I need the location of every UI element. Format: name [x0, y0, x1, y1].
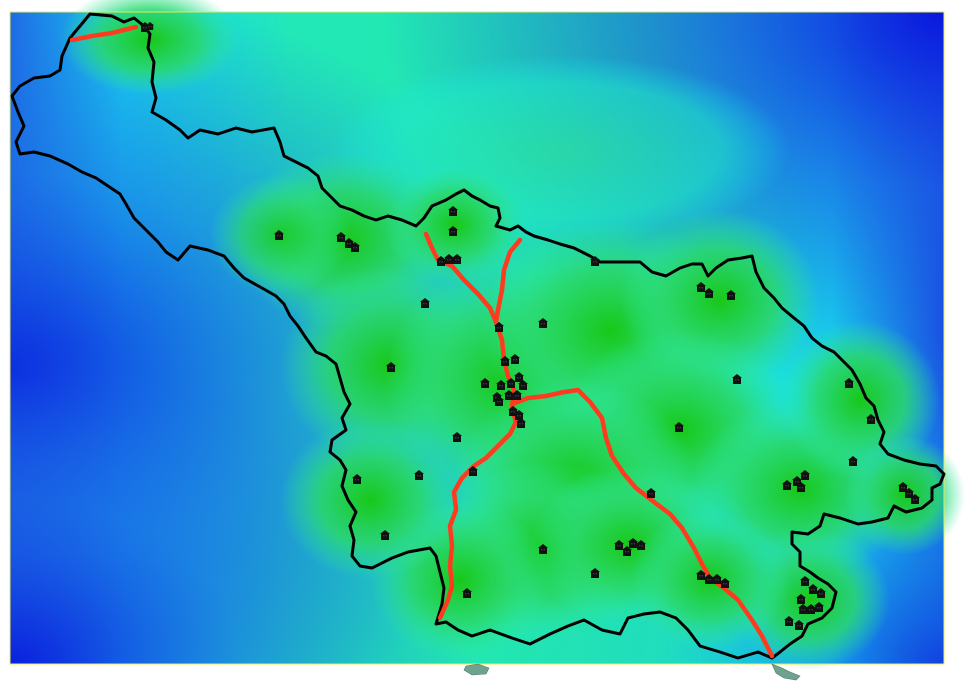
- road-segment-b: [493, 237, 523, 325]
- water-features: [463, 663, 801, 681]
- interpolated-surface: [9, 0, 965, 670]
- administrative-boundary[interactable]: [10, 12, 946, 660]
- road-segment-c: [509, 387, 775, 659]
- road-segment-north: [69, 24, 139, 43]
